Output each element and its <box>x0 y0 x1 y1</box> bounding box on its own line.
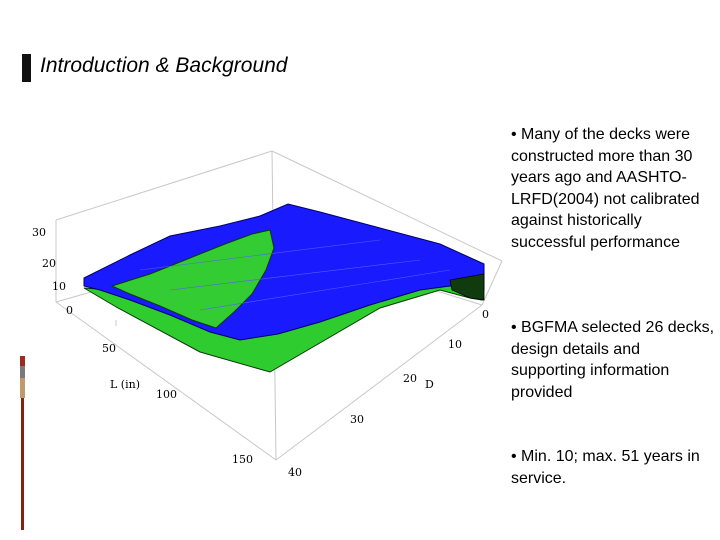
slide-title: Introduction & Background <box>40 54 288 77</box>
d-tick-10: 10 <box>448 338 462 351</box>
surface-plot-3d: 30 20 10 0 50 L (in) 100 150 0 10 20 D 3… <box>32 150 503 479</box>
bullet-bgfma-decks: • BGFMA selected 26 decks, design detail… <box>511 319 715 401</box>
bullet-years-service: • Min. 10; max. 51 years in service. <box>511 448 700 487</box>
d-tick-30: 30 <box>350 413 364 426</box>
l-tick-150: 150 <box>232 453 253 466</box>
surface-mesh <box>139 239 451 311</box>
d-tick-0: 0 <box>482 308 489 321</box>
l-axis-label: L (in) <box>110 378 140 391</box>
z-tick-0: 0 <box>66 304 73 317</box>
d-tick-40: 40 <box>288 466 302 479</box>
l-tick-50: 50 <box>102 342 116 355</box>
d-tick-20: 20 <box>403 372 417 385</box>
z-tick-30: 30 <box>32 226 46 239</box>
title-accent-bar <box>22 54 31 82</box>
l-tick-100: 100 <box>156 388 177 401</box>
z-tick-20: 20 <box>42 257 56 270</box>
side-accent-red <box>20 356 25 366</box>
bullet-deck-age: • Many of the decks were constructed mor… <box>511 126 700 251</box>
side-accent-tan <box>20 378 25 398</box>
side-accent-gray <box>20 366 25 378</box>
d-axis-label: D <box>425 378 434 391</box>
side-accent-line <box>21 398 24 530</box>
z-tick-10: 10 <box>52 280 66 293</box>
dark-edge-band <box>449 273 485 301</box>
green-surface-upper <box>110 229 275 329</box>
